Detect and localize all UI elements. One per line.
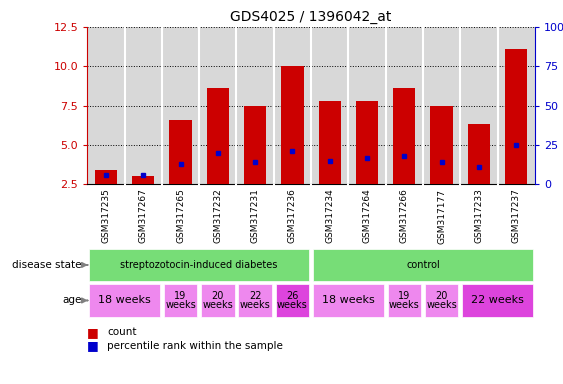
Text: 18 weeks: 18 weeks xyxy=(322,295,375,306)
Text: ■: ■ xyxy=(87,339,99,352)
Bar xyxy=(505,49,528,184)
Text: 18 weeks: 18 weeks xyxy=(98,295,151,306)
Text: disease state: disease state xyxy=(12,260,82,270)
Text: 20
weeks: 20 weeks xyxy=(203,291,233,310)
Bar xyxy=(244,106,266,184)
Text: ■: ■ xyxy=(87,326,99,339)
Text: 20
weeks: 20 weeks xyxy=(426,291,457,310)
Text: control: control xyxy=(406,260,440,270)
Bar xyxy=(393,88,415,184)
Text: 19
weeks: 19 weeks xyxy=(389,291,419,310)
FancyBboxPatch shape xyxy=(238,284,272,317)
FancyBboxPatch shape xyxy=(89,250,309,280)
Text: GSM317267: GSM317267 xyxy=(138,189,148,243)
Text: GSM317237: GSM317237 xyxy=(512,189,521,243)
Text: 26
weeks: 26 weeks xyxy=(277,291,308,310)
Bar xyxy=(356,101,378,184)
Text: percentile rank within the sample: percentile rank within the sample xyxy=(107,341,283,351)
FancyBboxPatch shape xyxy=(89,284,160,317)
FancyBboxPatch shape xyxy=(425,284,458,317)
Bar xyxy=(468,124,490,184)
Text: GSM317234: GSM317234 xyxy=(325,189,334,243)
Bar xyxy=(430,106,453,184)
FancyBboxPatch shape xyxy=(164,284,197,317)
Text: GSM317232: GSM317232 xyxy=(213,189,222,243)
Text: GSM317236: GSM317236 xyxy=(288,189,297,243)
Text: GSM317233: GSM317233 xyxy=(475,189,484,243)
Text: count: count xyxy=(107,327,136,337)
Bar xyxy=(132,177,154,184)
Text: GSM317264: GSM317264 xyxy=(363,189,372,243)
FancyBboxPatch shape xyxy=(201,284,235,317)
FancyBboxPatch shape xyxy=(313,284,384,317)
Text: 22 weeks: 22 weeks xyxy=(471,295,524,306)
FancyBboxPatch shape xyxy=(313,250,533,280)
Text: 19
weeks: 19 weeks xyxy=(165,291,196,310)
Bar xyxy=(282,66,303,184)
Bar xyxy=(169,120,191,184)
FancyBboxPatch shape xyxy=(462,284,533,317)
Text: 22
weeks: 22 weeks xyxy=(240,291,270,310)
Text: GSM317177: GSM317177 xyxy=(437,189,446,243)
FancyBboxPatch shape xyxy=(276,284,309,317)
Text: age: age xyxy=(62,295,82,306)
Title: GDS4025 / 1396042_at: GDS4025 / 1396042_at xyxy=(230,10,392,25)
FancyBboxPatch shape xyxy=(387,284,421,317)
Text: GSM317231: GSM317231 xyxy=(251,189,260,243)
Text: GSM317235: GSM317235 xyxy=(101,189,110,243)
Text: GSM317266: GSM317266 xyxy=(400,189,409,243)
Bar xyxy=(319,101,341,184)
Text: GSM317265: GSM317265 xyxy=(176,189,185,243)
Bar xyxy=(95,170,117,184)
Text: streptozotocin-induced diabetes: streptozotocin-induced diabetes xyxy=(120,260,278,270)
Bar xyxy=(207,88,229,184)
